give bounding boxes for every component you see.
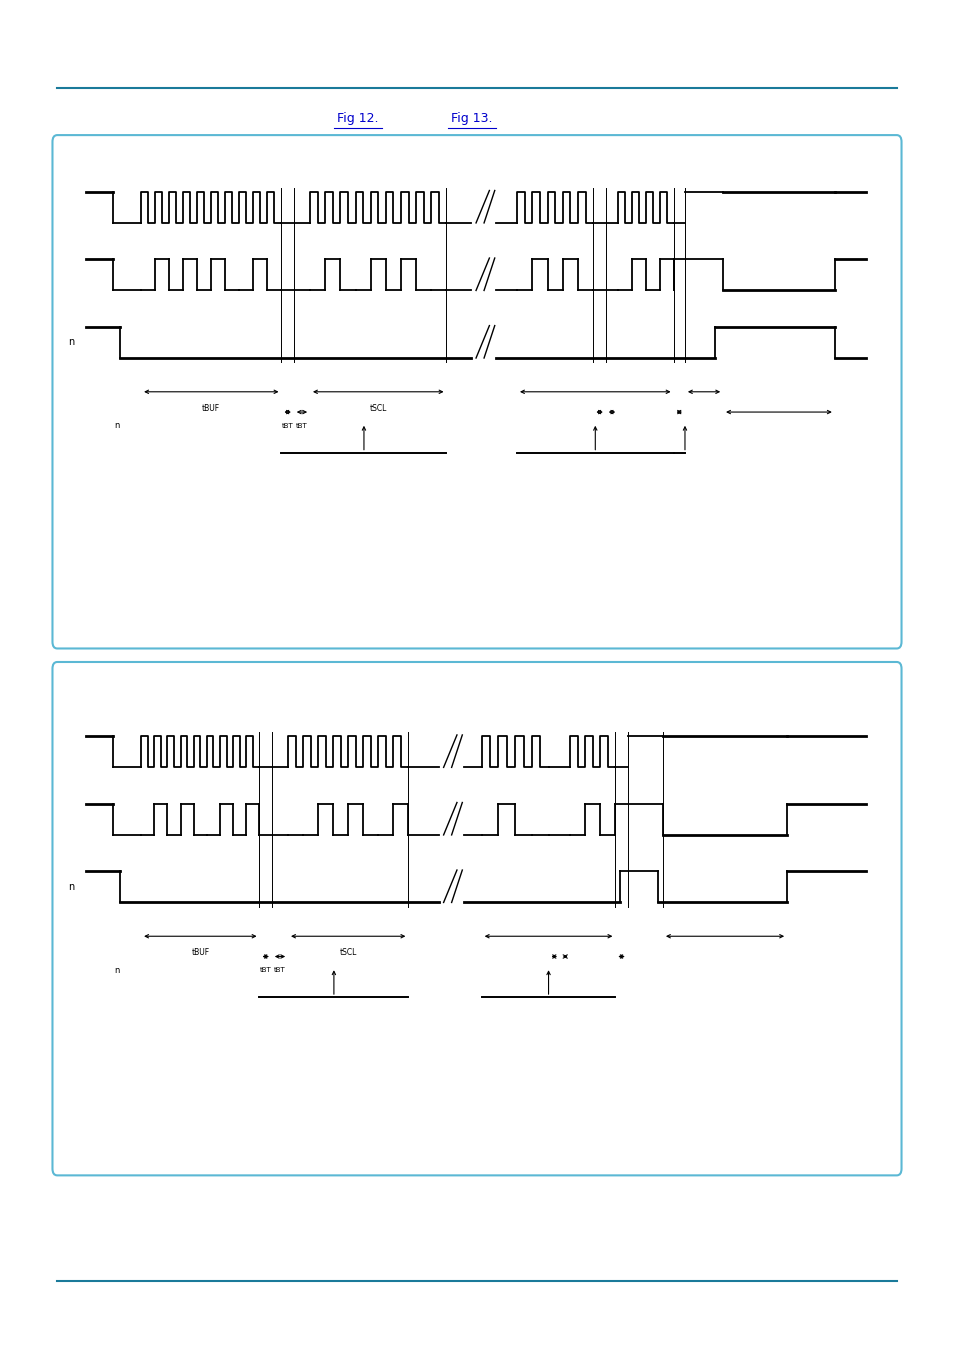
Text: n: n [69, 882, 74, 892]
Text: tBUF: tBUF [192, 948, 209, 957]
Text: tBT: tBT [281, 423, 294, 428]
Text: tBT: tBT [295, 423, 308, 428]
Text: n: n [69, 338, 74, 347]
Text: tBT: tBT [259, 967, 272, 973]
Text: n: n [114, 422, 120, 430]
Text: tSCL: tSCL [369, 404, 387, 412]
Text: n: n [114, 966, 120, 974]
Text: tSCL: tSCL [339, 948, 356, 957]
Text: tBT: tBT [274, 967, 286, 973]
Text: Fig 12.: Fig 12. [336, 112, 378, 126]
Text: Fig 13.: Fig 13. [451, 112, 493, 126]
Text: tBUF: tBUF [202, 404, 220, 412]
